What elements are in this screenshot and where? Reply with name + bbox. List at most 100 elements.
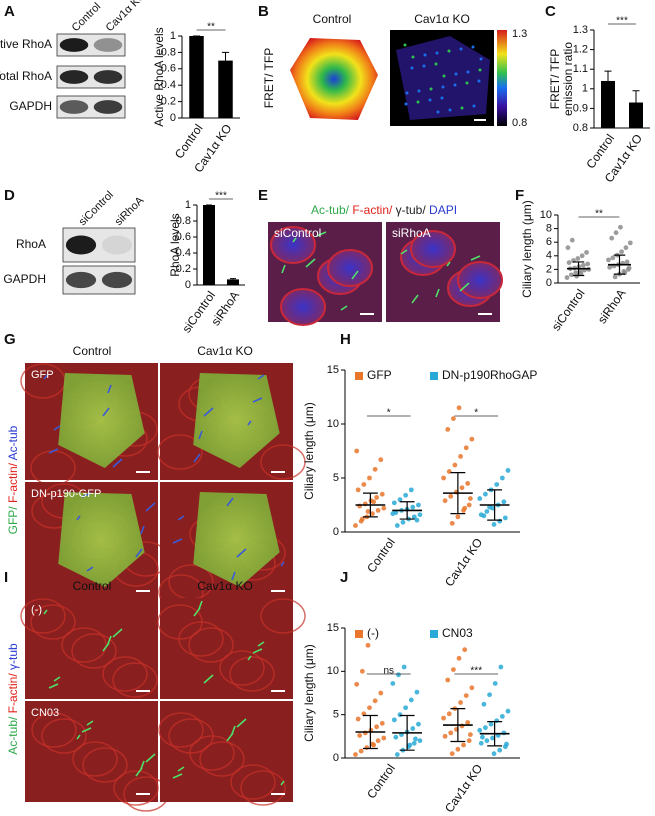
- significance-label: *: [387, 408, 391, 419]
- cilium: [198, 600, 203, 610]
- fret-speck: [447, 49, 451, 53]
- fret-speck: [442, 74, 446, 78]
- blot-row-label: Total RhoA: [0, 69, 52, 83]
- data-point: [408, 487, 414, 493]
- y-axis-label: Active RhoA levels: [152, 27, 166, 126]
- bar: [203, 205, 215, 285]
- data-point: [371, 499, 377, 505]
- data-point: [610, 255, 616, 261]
- data-point: [397, 497, 403, 502]
- y-axis-label: FRET/ TFP: [548, 49, 562, 109]
- side-label-group: GFP/ F-actin/ Ac-tub: [6, 425, 20, 534]
- sd-whisker: [613, 254, 626, 275]
- sd-whisker: [487, 721, 503, 747]
- data-point: [365, 509, 371, 514]
- cilium: [135, 548, 143, 558]
- data-point: [501, 730, 507, 736]
- data-point: [613, 230, 619, 236]
- data-point: [565, 245, 571, 251]
- y-tick-label: 0.2: [176, 263, 191, 275]
- cilium: [43, 374, 48, 380]
- fret-speck: [448, 108, 452, 112]
- cilium: [172, 538, 183, 544]
- gfp-cell: [193, 373, 280, 468]
- data-point: [458, 700, 463, 705]
- data-point: [371, 742, 377, 748]
- data-point: [451, 667, 456, 672]
- data-point: [501, 499, 507, 505]
- y-axis-label: Ciliary length (μm): [302, 402, 316, 500]
- cilium: [226, 732, 234, 742]
- data-point: [378, 457, 384, 463]
- y-tick-label: 1.3: [573, 24, 588, 36]
- fret-speck: [405, 91, 409, 95]
- data-point: [469, 436, 475, 442]
- panel-letter: C: [545, 3, 556, 20]
- data-point: [367, 475, 372, 481]
- cell-outline: [112, 662, 158, 698]
- blot-lane-label: siRhoA: [113, 194, 147, 228]
- bar: [218, 60, 233, 118]
- data-point: [499, 714, 505, 719]
- data-point: [359, 516, 365, 522]
- cilium: [112, 628, 123, 638]
- y-axis-label: emission ratio: [561, 42, 575, 116]
- data-point: [498, 664, 504, 670]
- data-point: [354, 681, 360, 687]
- data-point: [459, 485, 465, 491]
- cilium: [351, 270, 359, 280]
- fret-speck: [472, 104, 476, 108]
- data-point: [466, 502, 472, 508]
- data-point: [467, 496, 473, 501]
- row-label: GFP: [31, 369, 54, 381]
- data-point: [606, 257, 611, 263]
- y-tick-label: 0.4: [161, 79, 176, 91]
- data-point: [494, 482, 500, 487]
- data-point: [411, 740, 417, 746]
- data-point: [400, 519, 406, 525]
- micrograph: [160, 598, 293, 699]
- blot-row-label: GAPDH: [3, 272, 46, 286]
- data-point: [502, 515, 508, 521]
- y-tick-label: 6: [546, 236, 552, 248]
- cilium: [53, 676, 61, 682]
- data-point: [504, 741, 509, 747]
- cell-outline: [219, 650, 265, 686]
- fret-speck: [403, 43, 407, 47]
- data-point: [483, 491, 488, 497]
- cilium: [172, 773, 183, 779]
- data-point: [497, 518, 503, 524]
- blot-band: [93, 70, 123, 84]
- side-part: F-actin/: [6, 673, 20, 717]
- data-point: [624, 259, 630, 265]
- sd-whisker: [450, 472, 466, 515]
- y-tick-label: 4: [546, 250, 552, 262]
- title-part: F-actin/: [349, 203, 393, 217]
- data-point: [381, 505, 387, 511]
- data-point: [357, 733, 363, 738]
- data-point: [564, 275, 570, 280]
- cilium: [231, 571, 236, 581]
- x-tick-label: siControl: [179, 289, 218, 336]
- data-point: [442, 733, 448, 739]
- data-point: [393, 734, 399, 740]
- data-point: [372, 466, 378, 472]
- data-point: [359, 668, 365, 674]
- cell-outline: [260, 444, 306, 480]
- panel-letter: B: [258, 3, 269, 20]
- y-tick-label: 10: [540, 209, 552, 221]
- y-tick-label: 0.8: [573, 122, 588, 134]
- data-point: [626, 265, 632, 271]
- blot-band: [65, 271, 97, 289]
- data-point: [505, 708, 511, 714]
- cilium: [203, 674, 214, 684]
- x-tick-label: siControl: [549, 287, 588, 334]
- cell-outline: [260, 598, 306, 634]
- legend-label: CN03: [442, 626, 473, 640]
- data-point: [465, 481, 471, 486]
- data-point: [355, 716, 361, 722]
- data-point: [407, 742, 413, 748]
- data-point: [451, 416, 456, 421]
- data-point: [353, 523, 358, 528]
- panel-letter: D: [4, 187, 15, 204]
